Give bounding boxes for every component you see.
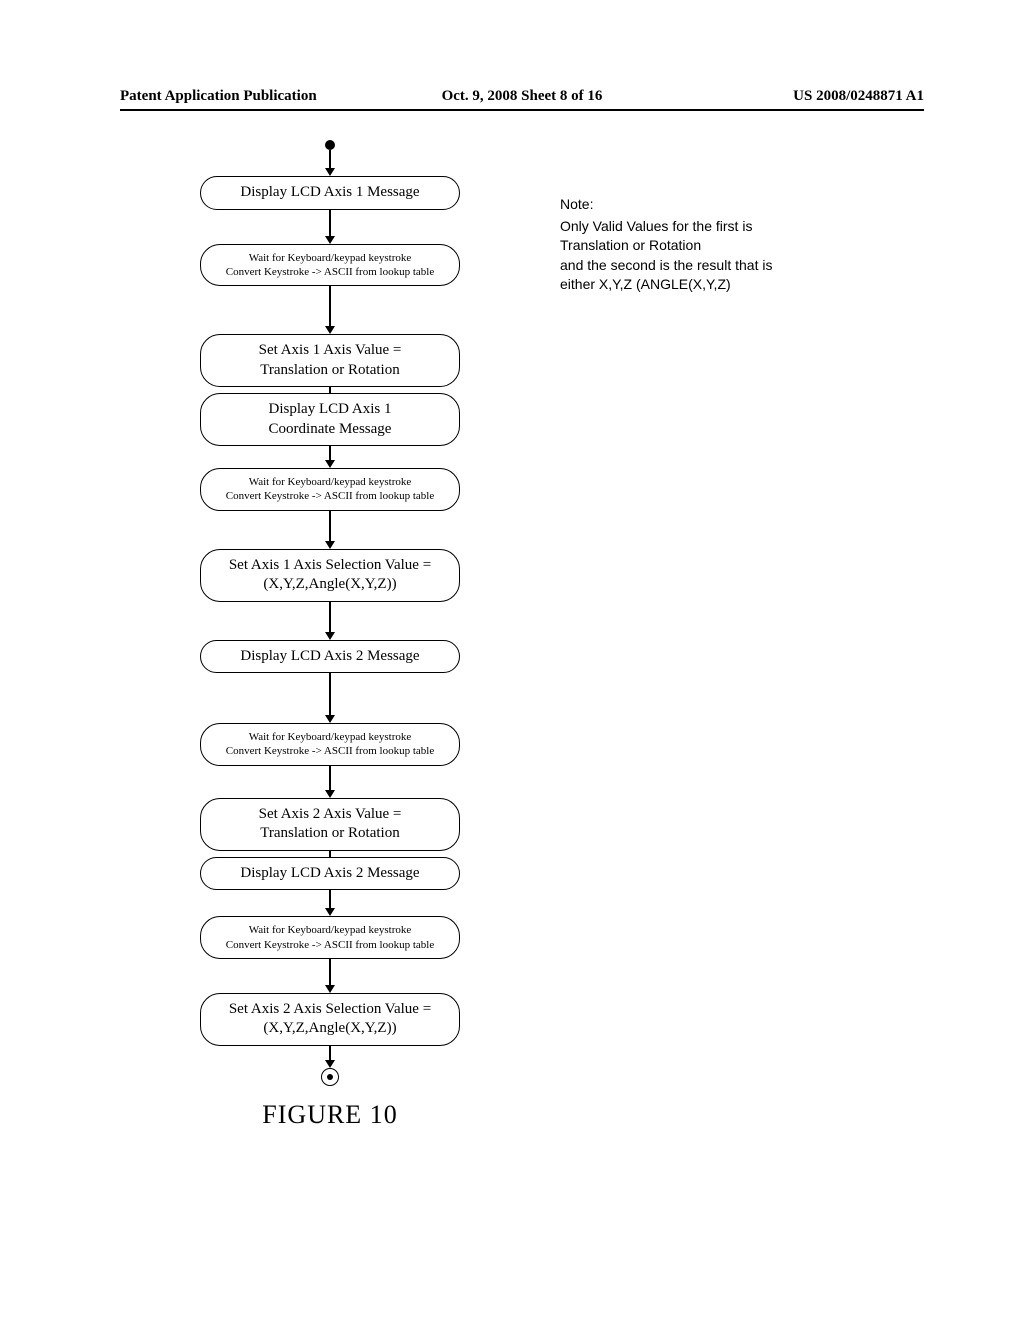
connector-line bbox=[329, 890, 331, 908]
note-line: and the second is the result that is bbox=[560, 256, 860, 276]
step-text: Wait for Keyboard/keypad keystroke bbox=[249, 731, 412, 743]
connector-arrow bbox=[325, 150, 335, 176]
connector-arrow bbox=[325, 890, 335, 916]
process-step: Display LCD Axis 2 Message bbox=[200, 640, 460, 674]
step-text: Display LCD Axis 1 bbox=[269, 401, 392, 417]
step-text: Convert Keystroke -> ASCII from lookup t… bbox=[226, 745, 434, 757]
step-text: Set Axis 1 Axis Selection Value = bbox=[229, 557, 431, 573]
process-step: Set Axis 1 Axis Value = Translation or R… bbox=[200, 334, 460, 387]
process-step: Set Axis 2 Axis Selection Value = (X,Y,Z… bbox=[200, 993, 460, 1046]
note-title: Note: bbox=[560, 195, 860, 215]
process-step: Display LCD Axis 1 Coordinate Message bbox=[200, 393, 460, 446]
step-text: (X,Y,Z,Angle(X,Y,Z)) bbox=[263, 1020, 396, 1036]
page-header: Patent Application Publication Oct. 9, 2… bbox=[120, 88, 924, 111]
arrowhead-icon bbox=[325, 908, 335, 916]
header-center: Oct. 9, 2008 Sheet 8 of 16 bbox=[442, 88, 603, 105]
step-text: Wait for Keyboard/keypad keystroke bbox=[249, 924, 412, 936]
header-right: US 2008/0248871 A1 bbox=[793, 88, 924, 105]
connector-line bbox=[329, 602, 331, 632]
connector-arrow bbox=[325, 602, 335, 640]
arrowhead-icon bbox=[325, 326, 335, 334]
process-step: Set Axis 2 Axis Value = Translation or R… bbox=[200, 798, 460, 851]
arrowhead-icon bbox=[325, 985, 335, 993]
connector-line bbox=[329, 959, 331, 985]
connector-line bbox=[329, 150, 331, 168]
step-text: Display LCD Axis 2 Message bbox=[240, 865, 419, 881]
step-text: (X,Y,Z,Angle(X,Y,Z)) bbox=[263, 576, 396, 592]
arrowhead-icon bbox=[325, 715, 335, 723]
off-page-circle-icon bbox=[321, 1068, 339, 1086]
connector-arrow bbox=[325, 446, 335, 468]
step-text: Convert Keystroke -> ASCII from lookup t… bbox=[226, 939, 434, 951]
step-text: Wait for Keyboard/keypad keystroke bbox=[249, 476, 412, 488]
note-line: Translation or Rotation bbox=[560, 236, 860, 256]
step-text: Translation or Rotation bbox=[260, 825, 399, 841]
header-left: Patent Application Publication bbox=[120, 88, 317, 105]
connector-line bbox=[329, 210, 331, 236]
arrowhead-icon bbox=[325, 168, 335, 176]
process-step: Wait for Keyboard/keypad keystroke Conve… bbox=[200, 468, 460, 511]
connector-arrow bbox=[325, 511, 335, 549]
process-step: Wait for Keyboard/keypad keystroke Conve… bbox=[200, 244, 460, 287]
step-text: Set Axis 2 Axis Selection Value = bbox=[229, 1001, 431, 1017]
step-text: Convert Keystroke -> ASCII from lookup t… bbox=[226, 266, 434, 278]
process-step: Display LCD Axis 2 Message bbox=[200, 857, 460, 891]
process-step: Wait for Keyboard/keypad keystroke Conve… bbox=[200, 723, 460, 766]
connector-line bbox=[329, 1046, 331, 1060]
note-line: either X,Y,Z (ANGLE(X,Y,Z) bbox=[560, 275, 860, 295]
page: Patent Application Publication Oct. 9, 2… bbox=[0, 0, 1024, 1320]
step-text: Set Axis 1 Axis Value = bbox=[259, 342, 402, 358]
connector-line bbox=[329, 851, 331, 857]
connector-arrow bbox=[325, 673, 335, 723]
step-text: Display LCD Axis 2 Message bbox=[240, 648, 419, 664]
process-step: Wait for Keyboard/keypad keystroke Conve… bbox=[200, 916, 460, 959]
figure-title: FIGURE 10 bbox=[262, 1100, 397, 1130]
arrowhead-icon bbox=[325, 1060, 335, 1068]
note-block: Note: Only Valid Values for the first is… bbox=[560, 195, 860, 295]
process-step: Display LCD Axis 1 Message bbox=[200, 176, 460, 210]
connector-line bbox=[329, 673, 331, 715]
connector-line bbox=[329, 766, 331, 790]
start-dot-icon bbox=[325, 140, 335, 150]
step-text: Translation or Rotation bbox=[260, 362, 399, 378]
arrowhead-icon bbox=[325, 632, 335, 640]
arrowhead-icon bbox=[325, 236, 335, 244]
process-step: Set Axis 1 Axis Selection Value = (X,Y,Z… bbox=[200, 549, 460, 602]
flowchart-column: Display LCD Axis 1 Message Wait for Keyb… bbox=[200, 140, 460, 1130]
connector-line bbox=[329, 286, 331, 326]
connector-arrow bbox=[325, 210, 335, 244]
step-text: Set Axis 2 Axis Value = bbox=[259, 806, 402, 822]
off-page-connector bbox=[321, 1046, 339, 1086]
connector-arrow bbox=[325, 959, 335, 993]
arrowhead-icon bbox=[325, 790, 335, 798]
connector-arrow bbox=[325, 766, 335, 798]
arrowhead-icon bbox=[325, 460, 335, 468]
step-text: Display LCD Axis 1 Message bbox=[240, 184, 419, 200]
connector-line bbox=[329, 446, 331, 460]
step-text: Coordinate Message bbox=[269, 421, 392, 437]
step-text: Wait for Keyboard/keypad keystroke bbox=[249, 252, 412, 264]
off-page-dot-icon bbox=[327, 1074, 333, 1080]
connector-arrow bbox=[325, 286, 335, 334]
connector-line bbox=[329, 511, 331, 541]
arrowhead-icon bbox=[325, 541, 335, 549]
note-line: Only Valid Values for the first is bbox=[560, 217, 860, 237]
step-text: Convert Keystroke -> ASCII from lookup t… bbox=[226, 490, 434, 502]
